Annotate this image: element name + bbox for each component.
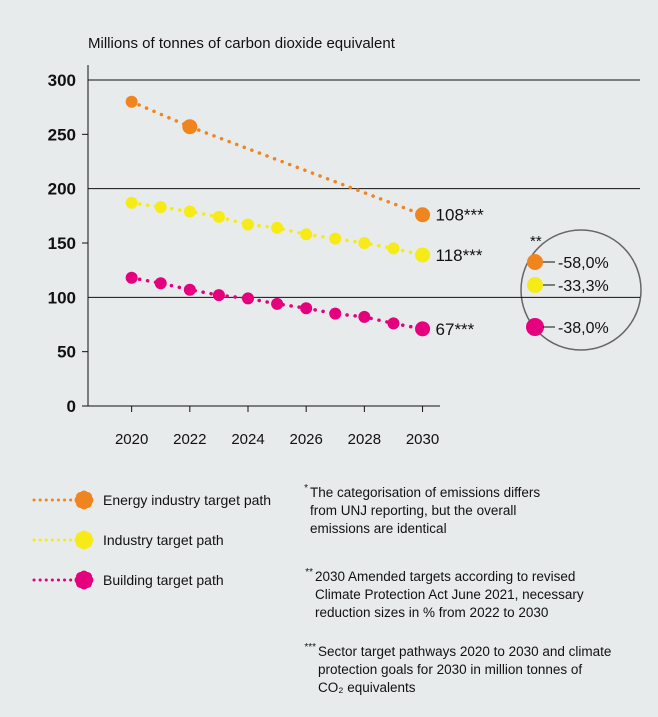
data-point	[182, 119, 198, 135]
data-point	[358, 237, 371, 249]
reduction-marker	[527, 277, 543, 293]
data-point	[183, 205, 196, 218]
x-tick-label: 2028	[348, 431, 381, 448]
x-tick-label: 2024	[231, 431, 264, 448]
footnote-mark: ***	[304, 642, 316, 653]
reduction-marker	[526, 318, 544, 336]
footnote-text: emissions are identical	[310, 521, 447, 536]
reduction-circle	[520, 229, 642, 351]
data-point	[183, 283, 196, 296]
data-point	[271, 221, 284, 234]
x-tick-label: 2026	[289, 431, 322, 448]
reduction-mark: **	[530, 233, 542, 250]
y-tick-label: 200	[48, 180, 76, 199]
footnote-text: The categorisation of emissions differs	[310, 485, 540, 500]
reduction-label: -58,0%	[558, 255, 609, 272]
y-axis-label: Millions of tonnes of carbon dioxide equ…	[88, 35, 396, 52]
data-point	[415, 321, 431, 337]
footnote-mark: *	[304, 483, 308, 494]
footnote-text: reduction sizes in % from 2022 to 2030	[315, 605, 548, 620]
data-point	[125, 95, 138, 108]
data-point	[212, 289, 225, 302]
footnote-text: from UNJ reporting, but the overall	[310, 503, 516, 518]
center	[77, 493, 91, 507]
x-tick-label: 2022	[173, 431, 206, 448]
data-point	[212, 210, 225, 223]
reduction-marker	[527, 254, 543, 270]
data-point	[415, 247, 431, 263]
footnote-text: CO₂ equivalents	[318, 680, 416, 695]
reduction-label: -33,3%	[558, 278, 609, 295]
data-point	[271, 297, 284, 310]
end-label: 118***	[436, 246, 483, 265]
footnote-text: Climate Protection Act June 2021, necess…	[315, 587, 584, 602]
legend-label: Building target path	[103, 572, 224, 588]
legend-marker	[74, 570, 94, 590]
y-tick-label: 100	[48, 288, 76, 307]
legend-marker	[74, 530, 94, 550]
footnote-mark: **	[305, 567, 313, 578]
data-point	[415, 207, 431, 223]
footnote-text: Sector target pathways 2020 to 2030 and …	[318, 644, 611, 659]
footnote-text: 2030 Amended targets according to revise…	[315, 569, 575, 584]
legend-marker	[74, 490, 94, 510]
data-point	[242, 218, 254, 231]
y-tick-label: 50	[57, 343, 76, 362]
center	[77, 573, 91, 587]
y-tick-label: 150	[48, 234, 76, 253]
data-point	[125, 196, 138, 209]
y-tick-label: 250	[48, 125, 76, 144]
legend-label: Industry target path	[103, 532, 224, 548]
data-point	[329, 307, 342, 320]
data-point	[242, 292, 254, 305]
data-point	[358, 310, 371, 323]
data-point	[300, 228, 313, 241]
data-point	[154, 201, 167, 214]
reduction-label: -38,0%	[558, 320, 609, 337]
data-point	[300, 302, 313, 315]
data-point	[387, 317, 400, 330]
footnote-text: protection goals for 2030 in million ton…	[318, 662, 582, 677]
legend-label: Energy industry target path	[103, 492, 271, 508]
data-point	[125, 271, 138, 284]
data-point	[329, 232, 342, 245]
data-point	[154, 277, 167, 290]
end-label: 108***	[436, 206, 485, 225]
x-tick-label: 2030	[406, 431, 439, 448]
center	[77, 533, 91, 547]
y-tick-label: 0	[67, 397, 76, 416]
series-line	[129, 276, 425, 331]
series-line	[129, 201, 425, 257]
data-point	[387, 242, 400, 255]
y-tick-label: 300	[48, 71, 76, 90]
x-tick-label: 2020	[115, 431, 148, 448]
end-label: 67***	[436, 320, 475, 339]
